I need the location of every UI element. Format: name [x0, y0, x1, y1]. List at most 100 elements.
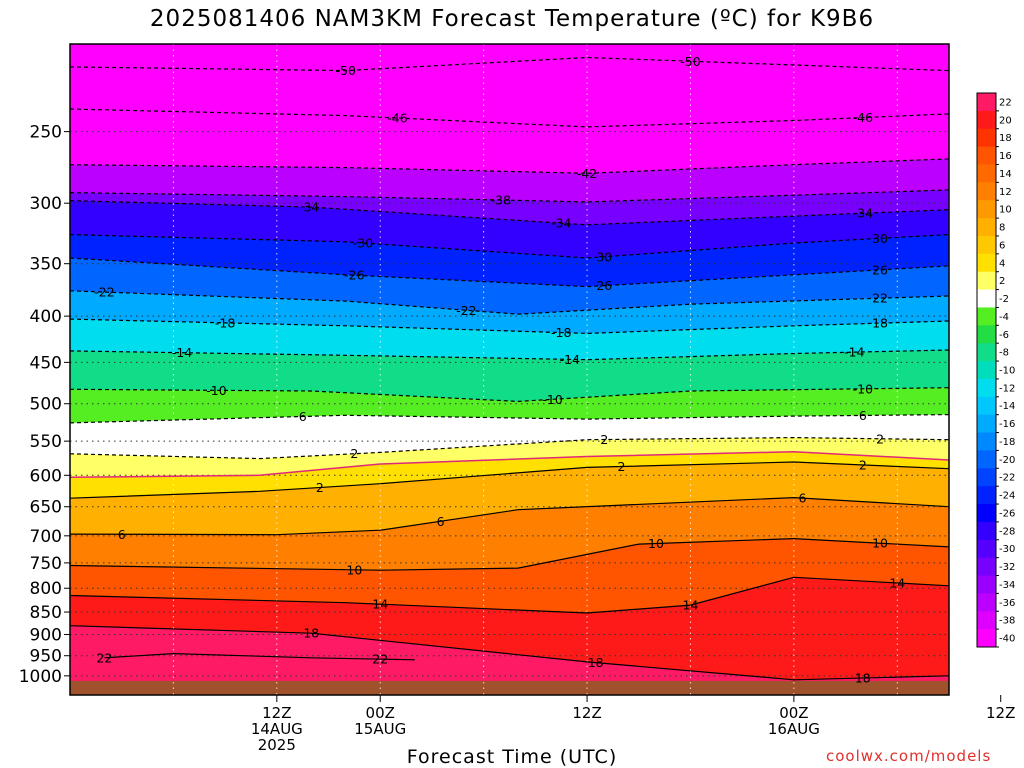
y-tick-label: 700 [30, 527, 62, 547]
ground-surface [70, 680, 949, 695]
contour-line [70, 158, 949, 174]
colorbar-label: 20 [999, 115, 1012, 126]
x-axis-title: Forecast Time (UTC) [406, 746, 618, 768]
colorbar-swatch [977, 110, 996, 130]
colorbar-label: -16 [999, 419, 1015, 430]
x-tick-label: 14AUG [251, 720, 303, 738]
contour-line [70, 387, 949, 403]
contour-label: 34 [303, 200, 319, 215]
contour-label: 6 [118, 527, 126, 542]
y-tick-label: 600 [30, 466, 62, 486]
colorbar-label: 4 [999, 258, 1005, 269]
colorbar-swatch [977, 271, 996, 291]
colorbar-swatch [977, 629, 996, 648]
colorbar-label: 16 [999, 151, 1012, 162]
site-credit-link[interactable]: coolwx.com/models [826, 747, 992, 765]
contour-label: 2 [876, 431, 884, 446]
colorbar-swatch [977, 414, 996, 434]
colorbar-label: -2 [999, 294, 1009, 305]
plot-frame [69, 43, 950, 696]
colorbar-label: 14 [999, 169, 1012, 180]
temperature-contours: -50-50-46 -46-42-3834-34-34-303030-262626… [70, 54, 949, 686]
contour-label: 2 [600, 432, 608, 447]
colorbar-label: -8 [999, 348, 1009, 359]
contour-label: 6 [799, 491, 807, 506]
colorbar-label: -38 [999, 616, 1015, 627]
y-tick-label: 850 [30, 603, 62, 623]
contour-label: 22 [372, 652, 388, 667]
x-tick-label: 16AUG [768, 720, 820, 738]
contour-label: -50 [680, 54, 700, 69]
contour-line [70, 318, 949, 335]
contour-label: -14 [844, 345, 864, 360]
colorbar-label: 8 [999, 223, 1005, 234]
temperature-field [70, 44, 949, 695]
x-tick-label: 12Z [572, 704, 601, 722]
contour-line [70, 414, 949, 424]
colorbar-label: -18 [999, 437, 1015, 448]
colorbar-label: 6 [999, 240, 1005, 251]
y-tick-label: 1000 [19, 667, 62, 687]
colorbar-label: -36 [999, 598, 1015, 609]
contour-label: -50 [336, 63, 356, 78]
contour-label: -18 [215, 315, 235, 330]
colorbar-label: -30 [999, 544, 1015, 555]
colorbar-label: 2 [999, 276, 1005, 287]
colorbar-swatch [977, 361, 996, 380]
contour-line [70, 234, 949, 259]
contour-label: 26 [872, 262, 888, 277]
y-tick-label: 500 [30, 395, 62, 415]
y-tick-label: 350 [30, 255, 62, 275]
y-tick-label: 400 [30, 307, 62, 327]
colorbar-swatch [977, 164, 996, 183]
colorbar-swatch [977, 468, 996, 487]
colorbar-swatch [977, 343, 996, 362]
contour-label: -42 [577, 166, 597, 181]
colorbar-swatch [977, 593, 996, 612]
colorbar-swatch [977, 325, 996, 344]
x-tick-label: 00Z [779, 704, 808, 722]
contour-label: -34 [551, 216, 571, 231]
contour-label: -26 [344, 268, 364, 283]
colorbar-swatch [977, 200, 996, 219]
colorbar-swatch [977, 575, 996, 594]
colorbar-legend: 22 20 18 16 14 12 10 8 6 4 2 -2 -4 -6 -8 -10 -12 -14 -16 -1… [976, 92, 1015, 648]
colorbar-label: -24 [999, 491, 1015, 502]
contour-line [70, 450, 949, 479]
colorbar-swatch [977, 93, 996, 112]
colorbar-label: -12 [999, 383, 1015, 394]
colorbar-swatch [977, 307, 996, 326]
contour-label: -14 [560, 352, 580, 367]
colorbar-swatch [977, 432, 996, 451]
y-tick-label: 550 [30, 432, 62, 452]
plot-gridlines [70, 44, 949, 695]
colorbar-label: -34 [999, 580, 1015, 591]
contour-label: -34 [853, 206, 873, 221]
contour-label: 10 [648, 536, 664, 551]
contour-line [104, 652, 415, 661]
contour-label: 2 [350, 446, 358, 461]
colorbar-swatch [977, 146, 996, 165]
contour-line [70, 189, 949, 203]
colorbar-swatch [977, 378, 996, 398]
contour-line [70, 496, 949, 536]
contour-label: -18 [551, 325, 571, 340]
y-tick-label: 750 [30, 554, 62, 574]
colorbar-label: -40 [999, 634, 1015, 645]
colorbar-swatch [977, 182, 996, 201]
contour-line [70, 108, 949, 128]
contour-label: 10 [346, 562, 362, 577]
contour-label: 2 [316, 480, 324, 495]
contour-label: 14 [889, 575, 905, 590]
contour-label: -14 [172, 345, 192, 360]
colorbar-label: 12 [999, 187, 1012, 198]
colorbar-swatch [977, 450, 996, 469]
contour-line [70, 349, 949, 361]
colorbar-label: 10 [999, 205, 1012, 216]
contour-label: -22 [456, 303, 476, 318]
colorbar-swatch [977, 396, 996, 416]
colorbar-label: -26 [999, 508, 1015, 519]
colorbar-swatch [977, 486, 996, 505]
